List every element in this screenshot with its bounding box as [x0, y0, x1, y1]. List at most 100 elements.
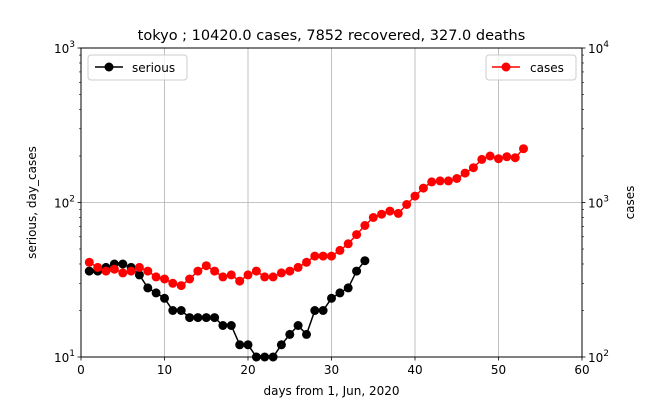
- series-markers: [84, 144, 528, 362]
- point-serious: [310, 306, 320, 315]
- point-cases: [268, 272, 278, 282]
- x-tick-label: 50: [491, 363, 506, 377]
- point-cases: [427, 177, 437, 187]
- y-left-tick-label: 103: [54, 40, 75, 56]
- point-serious: [335, 288, 345, 298]
- point-serious: [327, 293, 336, 303]
- point-cases: [285, 266, 295, 276]
- point-cases: [126, 266, 136, 276]
- point-cases: [510, 153, 520, 163]
- point-serious: [193, 313, 203, 323]
- point-cases: [502, 152, 512, 162]
- point-cases: [519, 144, 528, 154]
- point-cases: [251, 266, 261, 276]
- point-serious: [210, 313, 220, 323]
- point-cases: [185, 274, 195, 284]
- y-right-tick-exp: 2: [603, 349, 609, 359]
- x-tick-label: 40: [407, 363, 422, 377]
- point-serious: [302, 329, 311, 339]
- point-cases: [134, 262, 144, 272]
- y-right-tick-base: 10: [588, 42, 603, 56]
- point-serious: [243, 340, 253, 350]
- point-cases: [160, 274, 169, 284]
- y-left-tick-label: 101: [54, 349, 75, 365]
- point-serious: [84, 266, 94, 276]
- point-serious: [168, 306, 178, 315]
- point-cases: [352, 230, 362, 240]
- point-cases: [468, 163, 478, 173]
- point-cases: [310, 251, 320, 261]
- legend-cases-label: cases: [530, 61, 564, 75]
- legend-serious-label: serious: [132, 61, 175, 75]
- point-cases: [243, 270, 253, 280]
- y-left-tick-exp: 2: [69, 195, 75, 205]
- point-serious: [285, 329, 295, 339]
- y-left-tick-base: 10: [54, 42, 69, 56]
- point-serious: [118, 259, 128, 269]
- point-serious: [293, 321, 303, 330]
- y-right-tick-exp: 3: [603, 195, 609, 205]
- point-cases: [235, 276, 245, 286]
- point-serious: [360, 256, 370, 266]
- point-cases: [393, 208, 403, 218]
- point-cases: [477, 154, 487, 164]
- point-cases: [385, 206, 395, 216]
- point-cases: [435, 176, 445, 186]
- point-cases: [410, 191, 420, 201]
- point-cases: [226, 270, 236, 280]
- point-serious: [151, 288, 161, 298]
- y-left-tick-base: 10: [54, 197, 69, 211]
- point-cases: [485, 151, 495, 161]
- point-serious: [235, 340, 245, 350]
- point-cases: [494, 154, 503, 164]
- y-left-tick-exp: 1: [69, 349, 75, 359]
- x-tick-label: 0: [77, 363, 85, 377]
- point-cases: [460, 168, 470, 178]
- y-left-axis-label: serious, day_cases: [25, 146, 39, 259]
- y-left-tick-exp: 3: [69, 40, 75, 50]
- legend-cases: cases: [485, 54, 577, 81]
- point-cases: [93, 262, 103, 272]
- point-cases: [343, 239, 353, 249]
- point-cases: [302, 257, 311, 267]
- point-serious: [276, 340, 286, 350]
- point-cases: [218, 272, 228, 282]
- x-tick-label: 10: [157, 363, 172, 377]
- point-serious: [343, 283, 353, 293]
- point-serious: [160, 293, 169, 303]
- point-cases: [402, 200, 412, 209]
- grid: [80, 47, 583, 358]
- point-serious: [226, 321, 236, 330]
- point-cases: [193, 266, 203, 276]
- point-cases: [84, 257, 94, 267]
- point-serious: [352, 266, 362, 276]
- point-cases: [151, 272, 161, 282]
- y-right-tick-label: 102: [588, 349, 609, 365]
- y-right-tick-label: 104: [588, 40, 609, 56]
- point-serious: [201, 313, 211, 323]
- point-serious: [176, 306, 186, 315]
- x-tick-label: 20: [240, 363, 255, 377]
- point-cases: [293, 262, 303, 272]
- y-right-tick-base: 10: [588, 351, 603, 365]
- point-cases: [168, 278, 178, 288]
- y-right-tick-exp: 4: [603, 40, 609, 50]
- point-cases: [276, 268, 286, 278]
- point-cases: [360, 221, 370, 230]
- point-cases: [101, 266, 111, 276]
- point-cases: [176, 281, 186, 291]
- point-serious: [318, 306, 328, 315]
- x-axis-label: days from 1, Jun, 2020: [263, 384, 399, 398]
- point-cases: [201, 261, 211, 271]
- point-serious: [134, 270, 144, 280]
- point-cases: [143, 266, 153, 276]
- x-tick-label: 30: [324, 363, 339, 377]
- y-right-tick-label: 103: [588, 195, 609, 211]
- point-cases: [335, 245, 345, 255]
- point-cases: [452, 174, 462, 183]
- point-cases: [368, 213, 378, 222]
- point-cases: [260, 272, 270, 282]
